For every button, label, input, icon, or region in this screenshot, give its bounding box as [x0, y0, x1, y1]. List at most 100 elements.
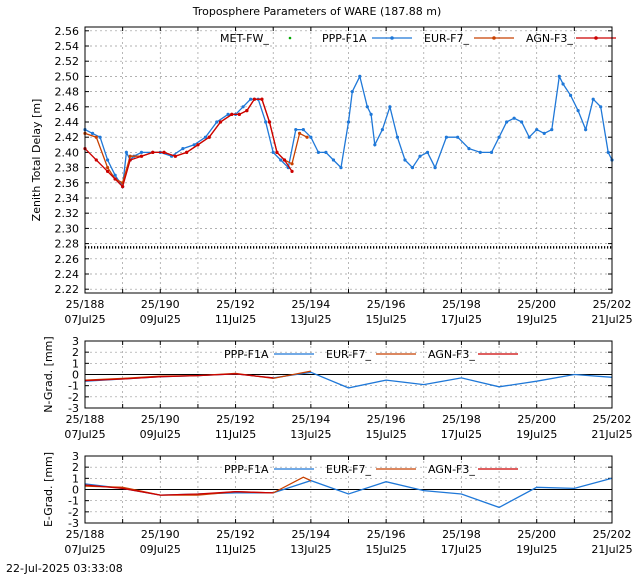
- y-tick-label: -2: [68, 506, 79, 519]
- x-tick-label: 25/192: [216, 413, 255, 426]
- data-point-ppp-f1a: [606, 150, 610, 154]
- y-tick-label: -3: [68, 517, 79, 530]
- y-tick-label: 2.42: [55, 131, 80, 144]
- y-tick-label: -1: [68, 495, 79, 508]
- data-point-ppp-f1a: [395, 135, 400, 139]
- data-point-eur-f7: [128, 154, 132, 158]
- data-point-ppp-f1a: [369, 112, 373, 116]
- x-tick-label: 25/202: [593, 528, 632, 541]
- data-point-ppp-f1a: [105, 158, 110, 162]
- x-tick-label: 25/200: [517, 298, 556, 311]
- data-point-ppp-f1a: [181, 147, 185, 151]
- data-point-ppp-f1a: [264, 120, 268, 124]
- y-tick-label: 2.38: [55, 162, 80, 175]
- data-point-agn-f3: [173, 154, 177, 158]
- y-tick-label: 3: [72, 450, 79, 463]
- x-tick-date-label: 13Jul25: [290, 543, 331, 556]
- data-point-ppp-f1a: [535, 128, 539, 132]
- y-tick-label: 2.24: [55, 268, 80, 281]
- data-point-ppp-f1a: [527, 135, 531, 139]
- legend-marker-agn-f3: [594, 36, 598, 40]
- x-tick-date-label: 21Jul25: [591, 313, 632, 326]
- x-tick-label: 25/190: [141, 298, 180, 311]
- y-tick-label: 0: [72, 484, 79, 497]
- x-tick-label: 25/194: [292, 413, 331, 426]
- data-point-agn-f3: [230, 112, 234, 116]
- data-point-agn-f3: [282, 158, 287, 162]
- data-point-ppp-f1a: [279, 158, 283, 162]
- data-point-ppp-f1a: [249, 97, 253, 101]
- data-point-eur-f7: [94, 135, 98, 139]
- x-tick-date-label: 19Jul25: [516, 313, 557, 326]
- plot-frame: [84, 26, 613, 294]
- data-point-ppp-f1a: [358, 74, 362, 78]
- x-tick-label: 25/192: [216, 298, 255, 311]
- data-point-agn-f3: [94, 158, 98, 162]
- y-tick-label: 2: [72, 346, 79, 359]
- x-tick-label: 25/198: [442, 298, 481, 311]
- data-point-agn-f3: [207, 135, 211, 139]
- legend-label-ppp-f1a: PPP-F1A: [322, 32, 367, 45]
- y-tick-label: 1: [72, 472, 79, 485]
- data-point-ppp-f1a: [425, 150, 430, 154]
- series-line-agn-f3: [84, 484, 274, 496]
- legend-label-eur-f7: EUR-F7_: [424, 32, 469, 45]
- data-point-ppp-f1a: [139, 150, 144, 154]
- data-point-ppp-f1a: [124, 150, 129, 154]
- data-point-ppp-f1a: [520, 120, 524, 124]
- legend-label-met-fw: MET-FW_: [220, 32, 269, 45]
- data-point-ppp-f1a: [489, 150, 494, 154]
- y-tick-label: 2.28: [55, 238, 80, 251]
- data-point-ppp-f1a: [561, 82, 565, 86]
- x-tick-label: 25/200: [517, 528, 556, 541]
- data-point-ppp-f1a: [433, 166, 437, 170]
- data-point-agn-f3: [196, 143, 200, 147]
- x-tick-label: 25/202: [593, 413, 632, 426]
- x-tick-label: 25/194: [292, 528, 331, 541]
- data-point-ppp-f1a: [294, 128, 298, 132]
- series-line-agn-f3: [84, 373, 274, 382]
- data-point-ppp-f1a: [365, 105, 369, 109]
- x-tick-date-label: 17Jul25: [441, 313, 482, 326]
- x-tick-label: 25/190: [141, 528, 180, 541]
- y-tick-label: 2.30: [55, 222, 80, 235]
- y-tick-label: 2.48: [55, 86, 80, 99]
- data-point-agn-f3: [218, 120, 223, 124]
- x-tick-label: 25/194: [292, 298, 331, 311]
- data-point-agn-f3: [128, 158, 132, 162]
- x-tick-date-label: 11Jul25: [215, 543, 256, 556]
- x-tick-label: 25/188: [66, 528, 105, 541]
- data-point-ppp-f1a: [331, 158, 336, 162]
- y-tick-label: 2.34: [55, 192, 80, 205]
- data-point-ppp-f1a: [467, 147, 471, 151]
- data-point-ppp-f1a: [591, 97, 595, 101]
- y-tick-label: 2.56: [55, 25, 80, 38]
- legend-label-eur-f7: EUR-F7_: [326, 463, 371, 476]
- x-tick-date-label: 11Jul25: [215, 428, 256, 441]
- x-tick-label: 25/196: [367, 298, 406, 311]
- data-point-ppp-f1a: [388, 105, 392, 109]
- legend-label-ppp-f1a: PPP-F1A: [224, 463, 269, 476]
- y-tick-label: 2.44: [55, 116, 80, 129]
- y-tick-label: 2.50: [55, 70, 80, 83]
- data-point-eur-f7: [290, 162, 294, 166]
- legend-label-agn-f3: AGN-F3_: [526, 32, 573, 45]
- data-point-ppp-f1a: [444, 135, 448, 139]
- plot-frame: [84, 340, 613, 409]
- data-point-ppp-f1a: [241, 105, 245, 109]
- data-point-agn-f3: [260, 97, 264, 101]
- data-point-ppp-f1a: [410, 166, 415, 170]
- x-tick-date-label: 07Jul25: [64, 313, 105, 326]
- legend-marker-eur-f7: [492, 36, 496, 40]
- y-tick-label: -1: [68, 380, 79, 393]
- y-tick-label: 2.32: [55, 207, 80, 220]
- data-point-ppp-f1a: [497, 135, 501, 139]
- data-point-ppp-f1a: [192, 143, 196, 147]
- data-point-ppp-f1a: [584, 128, 588, 132]
- x-tick-date-label: 09Jul25: [140, 428, 181, 441]
- data-point-agn-f3: [139, 154, 144, 158]
- x-tick-date-label: 15Jul25: [366, 543, 407, 556]
- y-axis-label: N-Grad. [mm]: [42, 336, 55, 412]
